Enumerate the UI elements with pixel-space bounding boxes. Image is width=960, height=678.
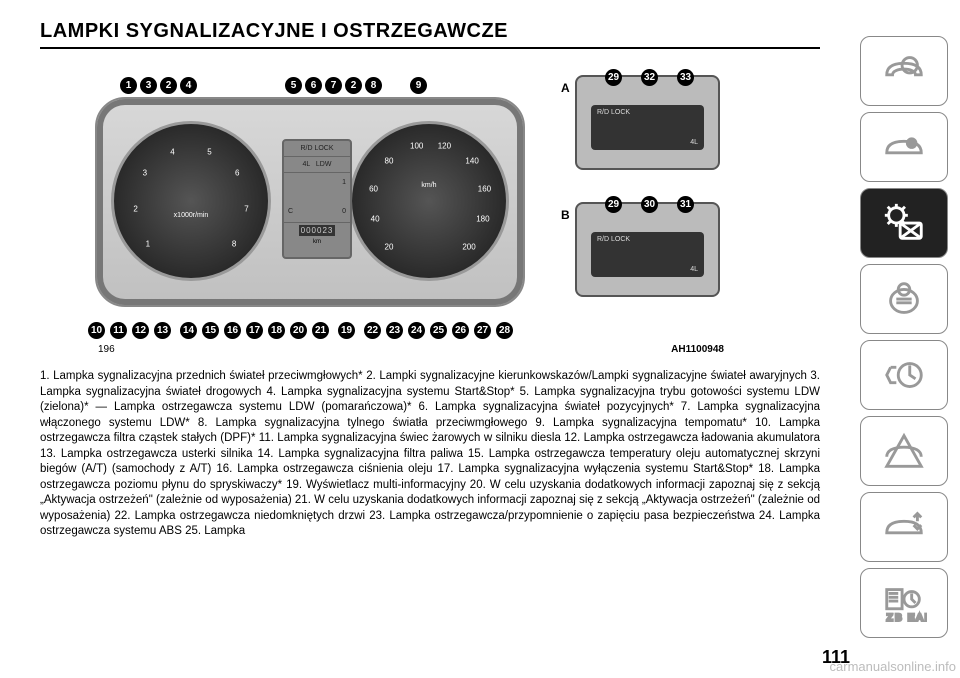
- instrument-cluster: x1000r/min 1 2 3 4 5 6 7 8 km/h 20 40 60: [95, 97, 525, 307]
- tachometer: x1000r/min 1 2 3 4 5 6 7 8: [111, 121, 271, 281]
- odometer: 000023: [299, 225, 336, 236]
- panel-b: B 29 30 31 R/D LOCK 4L: [575, 202, 720, 297]
- tab-4[interactable]: [860, 264, 948, 334]
- tab-8[interactable]: Z BE A D: [860, 568, 948, 638]
- watermark: carmanualsonline.info: [830, 659, 956, 674]
- tab-3[interactable]: [860, 188, 948, 258]
- tab-6[interactable]: [860, 416, 948, 486]
- tab-1[interactable]: [860, 36, 948, 106]
- page-title: LAMPKI SYGNALIZACYJNE I OSTRZEGAWCZE: [40, 20, 820, 49]
- side-tabs: i Z B E A D: [860, 36, 948, 638]
- figure-code: AH1100948: [671, 344, 724, 355]
- tab-5[interactable]: [860, 340, 948, 410]
- center-display: R/D LOCK 4L LDW 1 C 0 000023 km: [282, 139, 352, 259]
- panel-a: A 29 32 33 R/D LOCK 4L: [575, 75, 720, 170]
- figure-number: 196: [98, 344, 115, 355]
- svg-text:E A D: E A D: [908, 612, 927, 623]
- tab-7[interactable]: [860, 492, 948, 562]
- legend-text: 1. Lampka sygnalizacyjna przednich świat…: [40, 369, 820, 540]
- svg-text:i: i: [911, 139, 913, 150]
- svg-text:Z B: Z B: [887, 612, 902, 623]
- figure: x1000r/min 1 2 3 4 5 6 7 8 km/h 20 40 60: [40, 67, 820, 357]
- tab-2[interactable]: i: [860, 112, 948, 182]
- tacho-ticks: 1 2 3 4 5 6 7 8: [114, 124, 268, 278]
- speedo-ticks: 20 40 60 80 100 120 140 160 180 200: [352, 124, 506, 278]
- speedometer: km/h 20 40 60 80 100 120 140 160 180 200: [349, 121, 509, 281]
